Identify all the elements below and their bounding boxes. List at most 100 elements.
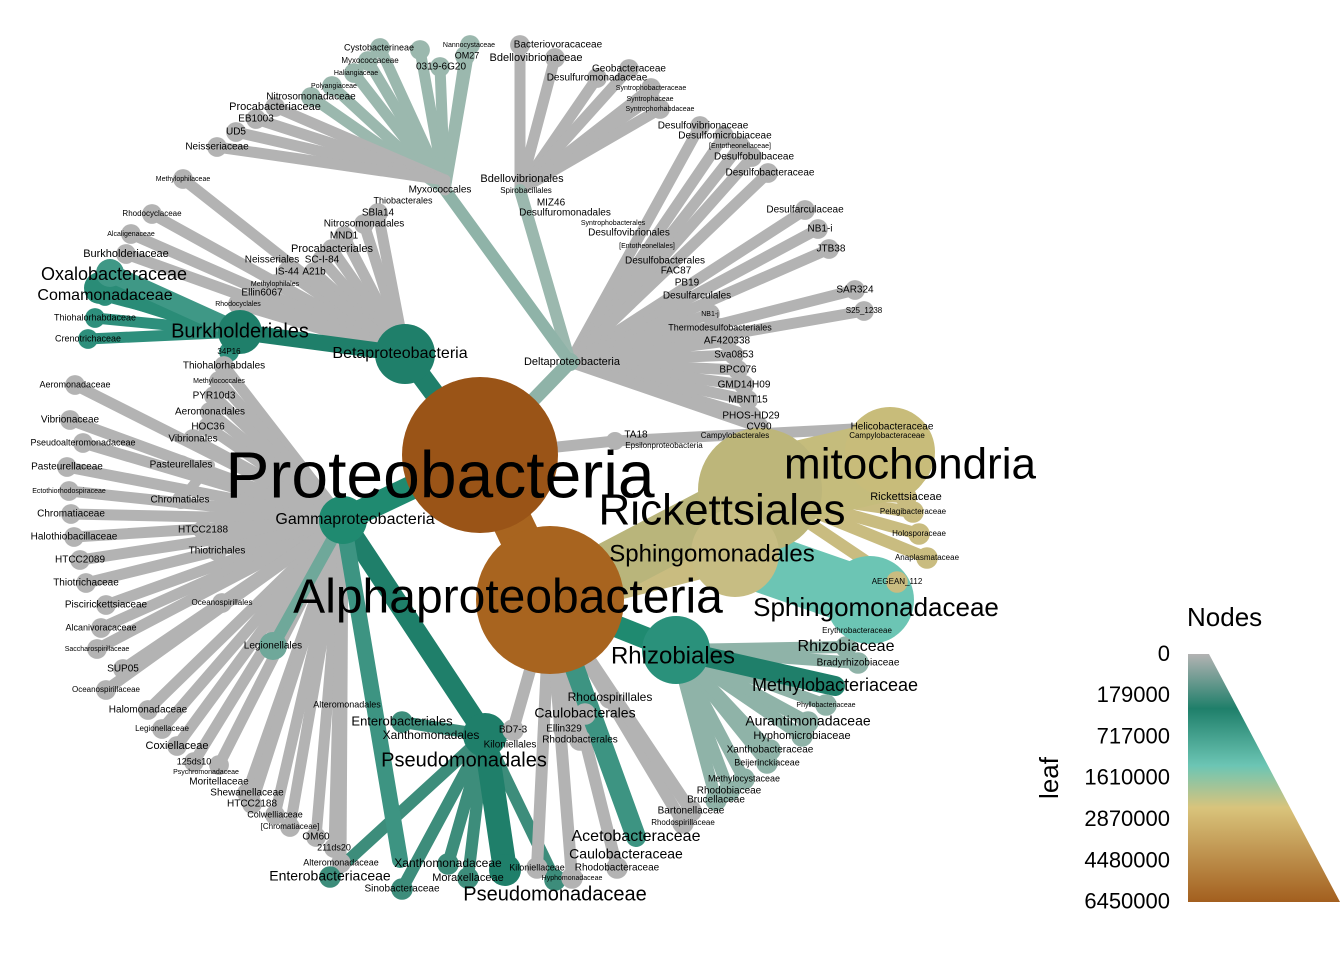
taxon-label: Halothiobacillaceae [31,532,118,543]
taxon-label: SAR324 [836,285,874,296]
taxon-label: Myxococcaceae [341,56,399,65]
taxon-label: Shewanellaceae [210,788,284,799]
taxon-label: HTCC2188 [178,525,228,536]
taxon-label: Kiloniellaceae [509,862,565,872]
taxon-label: Aeromonadales [175,407,245,418]
tree-edge [439,50,471,196]
leaf-node [198,417,218,437]
taxon-label: Campylobacterales [701,431,769,440]
taxon-label: Enterobacteriales [351,713,453,728]
leaf-node [76,573,96,593]
taxon-label: Pseudomonadaceae [463,883,646,905]
taxon-label: Ellin329 [546,724,582,735]
taxon-label: SC-I-84 [305,255,340,266]
leaf-node [277,262,297,282]
taxon-label: Desulfovibrionales [588,228,670,239]
taxon-label: Pasteurellaceae [31,462,103,473]
leaf-node [545,48,565,68]
taxon-label: 0319-6G20 [416,62,466,73]
taxon-label: Alcaligenaceae [107,231,155,238]
taxon-label: Acetobacteraceae [572,828,701,845]
taxon-label: Rhodospirillales [568,690,653,704]
taxon-label: Oxalobacteraceae [41,264,187,284]
gammaproteobacteria-node [319,496,367,544]
taxon-label: Methylococcales [193,378,245,385]
leaf-node [116,244,136,264]
tree-edge [324,729,491,883]
taxon-label: Chromatiaceae [37,509,105,520]
taxon-label: Syntrophaceae [626,96,673,103]
taxon-label: Spirobacillales [500,186,552,195]
leaf-node [87,639,107,659]
taxon-label: Methylophilales [251,281,300,288]
taxon-label: Xanthomonadaceae [394,856,502,870]
taxon-label: Enterobacteriaceae [269,868,391,884]
taxon-label: Desulfomicrobiaceae [678,131,772,142]
leaf-node [171,456,189,474]
taxon-label: MIZ46 [537,198,566,209]
taxon-label: Alphaproteobacteria [293,571,723,624]
leaf-node [265,97,285,117]
taxon-label: Rhodobacteraceae [575,863,660,874]
leaf-node [728,360,748,380]
taxon-label: PHOS-HD29 [722,411,780,422]
taxon-label: AEGEAN_112 [872,577,923,586]
taxon-label: 34P16 [217,347,241,356]
taxon-label: Sphingomonadales [609,540,815,567]
taxon-label: Haliangiaceae [334,70,378,77]
leaf-node [228,294,248,314]
taxon-label: PB19 [675,278,700,289]
leaf-node [184,752,204,772]
leaf-node [368,203,388,223]
taxon-label: Saccharospirillaceae [65,646,130,653]
taxon-label: Moritellaceae [189,777,249,788]
taxon-label: Colwelliaceae [247,809,303,819]
leaf-node [650,99,670,119]
taxon-label: Helicobacteraceae [851,422,934,433]
taxon-label: Burkholderiales [171,320,309,342]
leaf-node [526,857,548,879]
taxon-label: Oceanospirillaceae [72,685,141,694]
taxon-label: Pseudoalteromonadaceae [30,437,135,447]
taxon-label: Desulfarculaceae [766,205,844,216]
taxon-label: Alcanivoracaceae [65,622,136,632]
leaf-node [587,68,607,88]
taxon-label: IS-44 [275,267,299,278]
leaf-node [322,76,342,96]
taxon-label: Rhodocyclales [215,301,261,308]
leaf-node [502,719,524,741]
taxon-label: Sinobacteraceae [364,884,439,895]
taxon-label: Coxiellaceae [146,740,209,752]
leaf-node [354,214,374,234]
taxon-label: NB1-j [701,311,719,318]
rhizobiales-node [642,616,710,684]
taxon-label: Rhodospirillaceae [651,818,715,827]
taxon-label: UD5 [226,127,246,138]
leaf-node [718,780,740,802]
taxon-label: Aurantimonadaceae [745,713,871,729]
taxon-label: Deltaproteobacteria [524,356,621,368]
taxon-label: S25_1238 [846,306,883,315]
leaf-node [815,694,837,716]
pseudomonadaceae-node [489,854,521,886]
leaf-node [854,301,874,321]
taxon-label: Bacteriovoracaceae [514,40,603,51]
pseudomonadales-node [463,713,507,757]
taxon-label: HTCC2089 [55,555,105,566]
taxon-label: Rickettsiaceae [870,491,942,503]
oxalobacteraceae-node [96,259,124,287]
leaf-node [738,390,758,410]
taxon-label: Neisseriales [245,255,299,266]
leaf-node [758,163,778,183]
taxon-label: Rhodocyclaceae [122,209,182,218]
taxon-label: Alteromonadales [313,699,381,709]
taxon-label: Caulobacteraceae [569,846,683,862]
tree-edge [564,167,774,368]
leaf-node [714,126,734,146]
tree-edge [267,514,349,652]
helicobacteraceae-node [845,407,935,497]
leaf-node [70,550,90,570]
leaf-node [73,433,93,453]
taxon-label: [Entotheonellaceae] [709,143,771,150]
taxon-label: [Chromatiaceae] [261,822,320,831]
